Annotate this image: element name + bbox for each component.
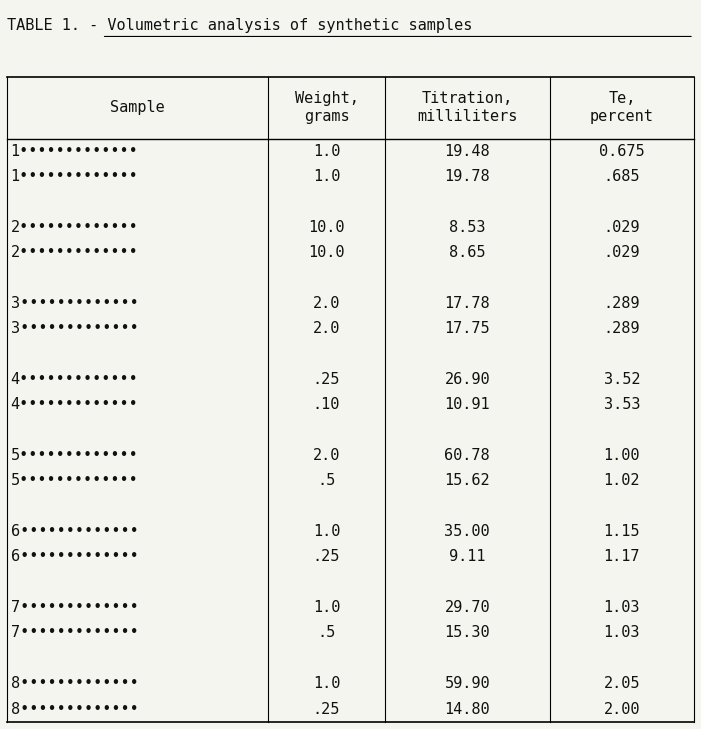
Text: 8•••••••••••••: 8•••••••••••••: [11, 701, 138, 717]
Text: 14.80: 14.80: [444, 701, 490, 717]
Text: 7•••••••••••••: 7•••••••••••••: [11, 600, 138, 615]
Text: 6•••••••••••••: 6•••••••••••••: [11, 524, 138, 539]
Text: .289: .289: [604, 321, 640, 336]
Text: 19.48: 19.48: [444, 144, 490, 159]
Text: 17.78: 17.78: [444, 296, 490, 311]
Text: 1•••••••••••••: 1•••••••••••••: [11, 169, 138, 184]
Text: Weight,
grams: Weight, grams: [294, 91, 358, 124]
Text: .5: .5: [318, 625, 336, 641]
Text: 10.0: 10.0: [308, 245, 345, 260]
Text: 8.65: 8.65: [449, 245, 486, 260]
Text: 1.03: 1.03: [604, 600, 640, 615]
Text: 19.78: 19.78: [444, 169, 490, 184]
Text: TABLE 1. - Volumetric analysis of synthetic samples: TABLE 1. - Volumetric analysis of synthe…: [7, 18, 472, 34]
Text: 6•••••••••••••: 6•••••••••••••: [11, 550, 138, 564]
Text: 8.53: 8.53: [449, 219, 486, 235]
Text: 3•••••••••••••: 3•••••••••••••: [11, 321, 138, 336]
Text: .289: .289: [604, 296, 640, 311]
Text: 2•••••••••••••: 2•••••••••••••: [11, 245, 138, 260]
Text: 10.91: 10.91: [444, 397, 490, 413]
Text: 0.675: 0.675: [599, 144, 645, 159]
Text: 1.02: 1.02: [604, 473, 640, 488]
Text: .5: .5: [318, 473, 336, 488]
Text: .029: .029: [604, 245, 640, 260]
Text: 2.05: 2.05: [604, 677, 640, 691]
Text: .25: .25: [313, 372, 340, 387]
Text: 26.90: 26.90: [444, 372, 490, 387]
Text: Te,
percent: Te, percent: [590, 91, 654, 124]
Text: 59.90: 59.90: [444, 677, 490, 691]
Text: 3.52: 3.52: [604, 372, 640, 387]
Text: 29.70: 29.70: [444, 600, 490, 615]
Text: 4•••••••••••••: 4•••••••••••••: [11, 372, 138, 387]
Text: .10: .10: [313, 397, 340, 413]
Text: 35.00: 35.00: [444, 524, 490, 539]
Text: 17.75: 17.75: [444, 321, 490, 336]
Text: 10.0: 10.0: [308, 219, 345, 235]
Text: 1.15: 1.15: [604, 524, 640, 539]
Text: 15.30: 15.30: [444, 625, 490, 641]
Text: .25: .25: [313, 550, 340, 564]
Text: 60.78: 60.78: [444, 448, 490, 463]
Text: 1.0: 1.0: [313, 600, 340, 615]
Text: 1.03: 1.03: [604, 625, 640, 641]
Text: 1.0: 1.0: [313, 144, 340, 159]
Text: 2•••••••••••••: 2•••••••••••••: [11, 219, 138, 235]
Text: 7•••••••••••••: 7•••••••••••••: [11, 625, 138, 641]
Text: 8•••••••••••••: 8•••••••••••••: [11, 677, 138, 691]
Text: 2.00: 2.00: [604, 701, 640, 717]
Text: 5•••••••••••••: 5•••••••••••••: [11, 473, 138, 488]
Text: Titration,
milliliters: Titration, milliliters: [417, 91, 517, 124]
Text: 3•••••••••••••: 3•••••••••••••: [11, 296, 138, 311]
Text: 2.0: 2.0: [313, 448, 340, 463]
Text: 1.0: 1.0: [313, 169, 340, 184]
Text: 3.53: 3.53: [604, 397, 640, 413]
Text: 1•••••••••••••: 1•••••••••••••: [11, 144, 138, 159]
Text: 2.0: 2.0: [313, 296, 340, 311]
Text: 1.0: 1.0: [313, 677, 340, 691]
Text: 9.11: 9.11: [449, 550, 486, 564]
Text: 2.0: 2.0: [313, 321, 340, 336]
Text: 1.0: 1.0: [313, 524, 340, 539]
Text: .25: .25: [313, 701, 340, 717]
Text: .685: .685: [604, 169, 640, 184]
Text: .029: .029: [604, 219, 640, 235]
Text: 15.62: 15.62: [444, 473, 490, 488]
Text: Sample: Sample: [110, 100, 165, 115]
Text: 1.00: 1.00: [604, 448, 640, 463]
Text: 5•••••••••••••: 5•••••••••••••: [11, 448, 138, 463]
Text: 1.17: 1.17: [604, 550, 640, 564]
Text: 4•••••••••••••: 4•••••••••••••: [11, 397, 138, 413]
